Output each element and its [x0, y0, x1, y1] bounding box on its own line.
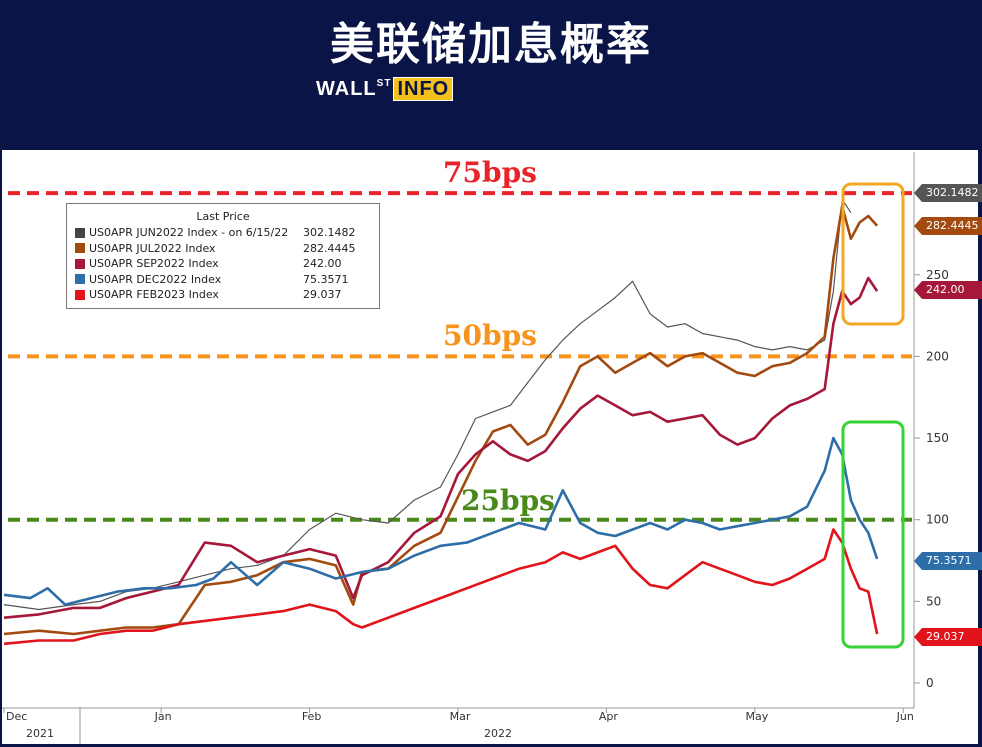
brand-sup: ST	[376, 78, 392, 89]
legend-value: 29.037	[303, 288, 342, 302]
legend-name: US0APR SEP2022 Index	[89, 257, 219, 271]
legend-heading: Last Price	[196, 210, 250, 223]
y-tick-label: 0	[926, 676, 934, 690]
x-year-label: 2021	[26, 727, 54, 740]
legend-name: US0APR FEB2023 Index	[89, 288, 219, 302]
y-tick-label: 200	[926, 349, 949, 363]
x-tick-label: Apr	[599, 710, 619, 723]
x-tick-label: Feb	[302, 710, 321, 723]
series-line	[3, 528, 879, 646]
legend-name: US0APR JUN2022 Index - on 6/15/22	[89, 226, 289, 240]
x-year-label: 2022	[484, 727, 512, 740]
brand-main: WALL	[316, 78, 377, 100]
x-tick-label: Jan	[154, 710, 172, 723]
last-value-tag: 75.3571	[914, 552, 982, 570]
chart-legend: Last Price US0APR JUN2022 Index - on 6/1…	[66, 203, 380, 309]
last-value-tag: 242.00	[914, 281, 982, 299]
annotation-bps50: 50bps	[443, 319, 537, 352]
series-line	[3, 276, 879, 619]
highlight-box-orange	[841, 182, 905, 326]
legend-name: US0APR JUL2022 Index	[89, 241, 216, 255]
y-tick-label: 250	[926, 268, 949, 282]
series-line	[3, 199, 852, 611]
brand-info-box: INFO	[393, 77, 454, 101]
legend-value: 302.1482	[303, 226, 356, 240]
legend-entry: US0APR SEP2022 Index 242.00	[67, 256, 379, 272]
legend-entry: US0APR JUN2022 Index - on 6/15/22 302.14…	[67, 225, 379, 241]
legend-value: 75.3571	[303, 272, 349, 286]
page-title: 美联储加息概率	[330, 19, 652, 70]
legend-swatch	[75, 258, 85, 269]
series-line	[3, 204, 879, 636]
legend-entry: US0APR DEC2022 Index 75.3571	[67, 272, 379, 288]
legend-swatch	[75, 289, 85, 300]
last-value-tag: 29.037	[914, 628, 982, 646]
legend-entry: US0APR FEB2023 Index 29.037	[67, 287, 379, 303]
legend-name: US0APR DEC2022 Index	[89, 272, 222, 286]
highlight-box-green	[841, 420, 905, 649]
y-tick-label: 150	[926, 431, 949, 445]
x-tick-label: Dec	[6, 710, 27, 723]
y-tick-label: 100	[926, 513, 949, 527]
annotation-bps75: 75bps	[443, 156, 537, 189]
header-banner: 美联储加息概率 WALLST INFO	[0, 0, 982, 150]
legend-entry: US0APR JUL2022 Index 282.4445	[67, 241, 379, 257]
series-line	[3, 436, 879, 606]
legend-swatch	[75, 227, 85, 238]
y-tick-label: 50	[926, 594, 941, 608]
legend-value: 282.4445	[303, 241, 356, 255]
last-value-tag: 302.1482	[914, 184, 982, 202]
annotation-bps25: 25bps	[461, 484, 555, 517]
legend-value: 242.00	[303, 257, 342, 271]
brand-logo: WALLST INFO	[316, 77, 454, 101]
legend-swatch	[75, 274, 85, 285]
x-tick-label: Jun	[896, 710, 914, 723]
x-tick-label: Mar	[450, 710, 471, 723]
last-value-tag: 282.4445	[914, 217, 982, 235]
legend-swatch	[75, 243, 85, 254]
x-tick-label: May	[745, 710, 768, 723]
